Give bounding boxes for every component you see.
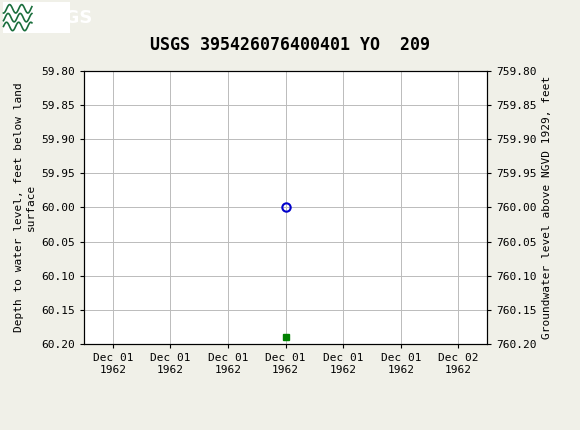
Text: USGS: USGS [38,9,93,27]
FancyBboxPatch shape [3,2,70,34]
Text: USGS 395426076400401 YO  209: USGS 395426076400401 YO 209 [150,36,430,54]
Y-axis label: Depth to water level, feet below land
surface: Depth to water level, feet below land su… [14,83,36,332]
Y-axis label: Groundwater level above NGVD 1929, feet: Groundwater level above NGVD 1929, feet [542,76,552,339]
